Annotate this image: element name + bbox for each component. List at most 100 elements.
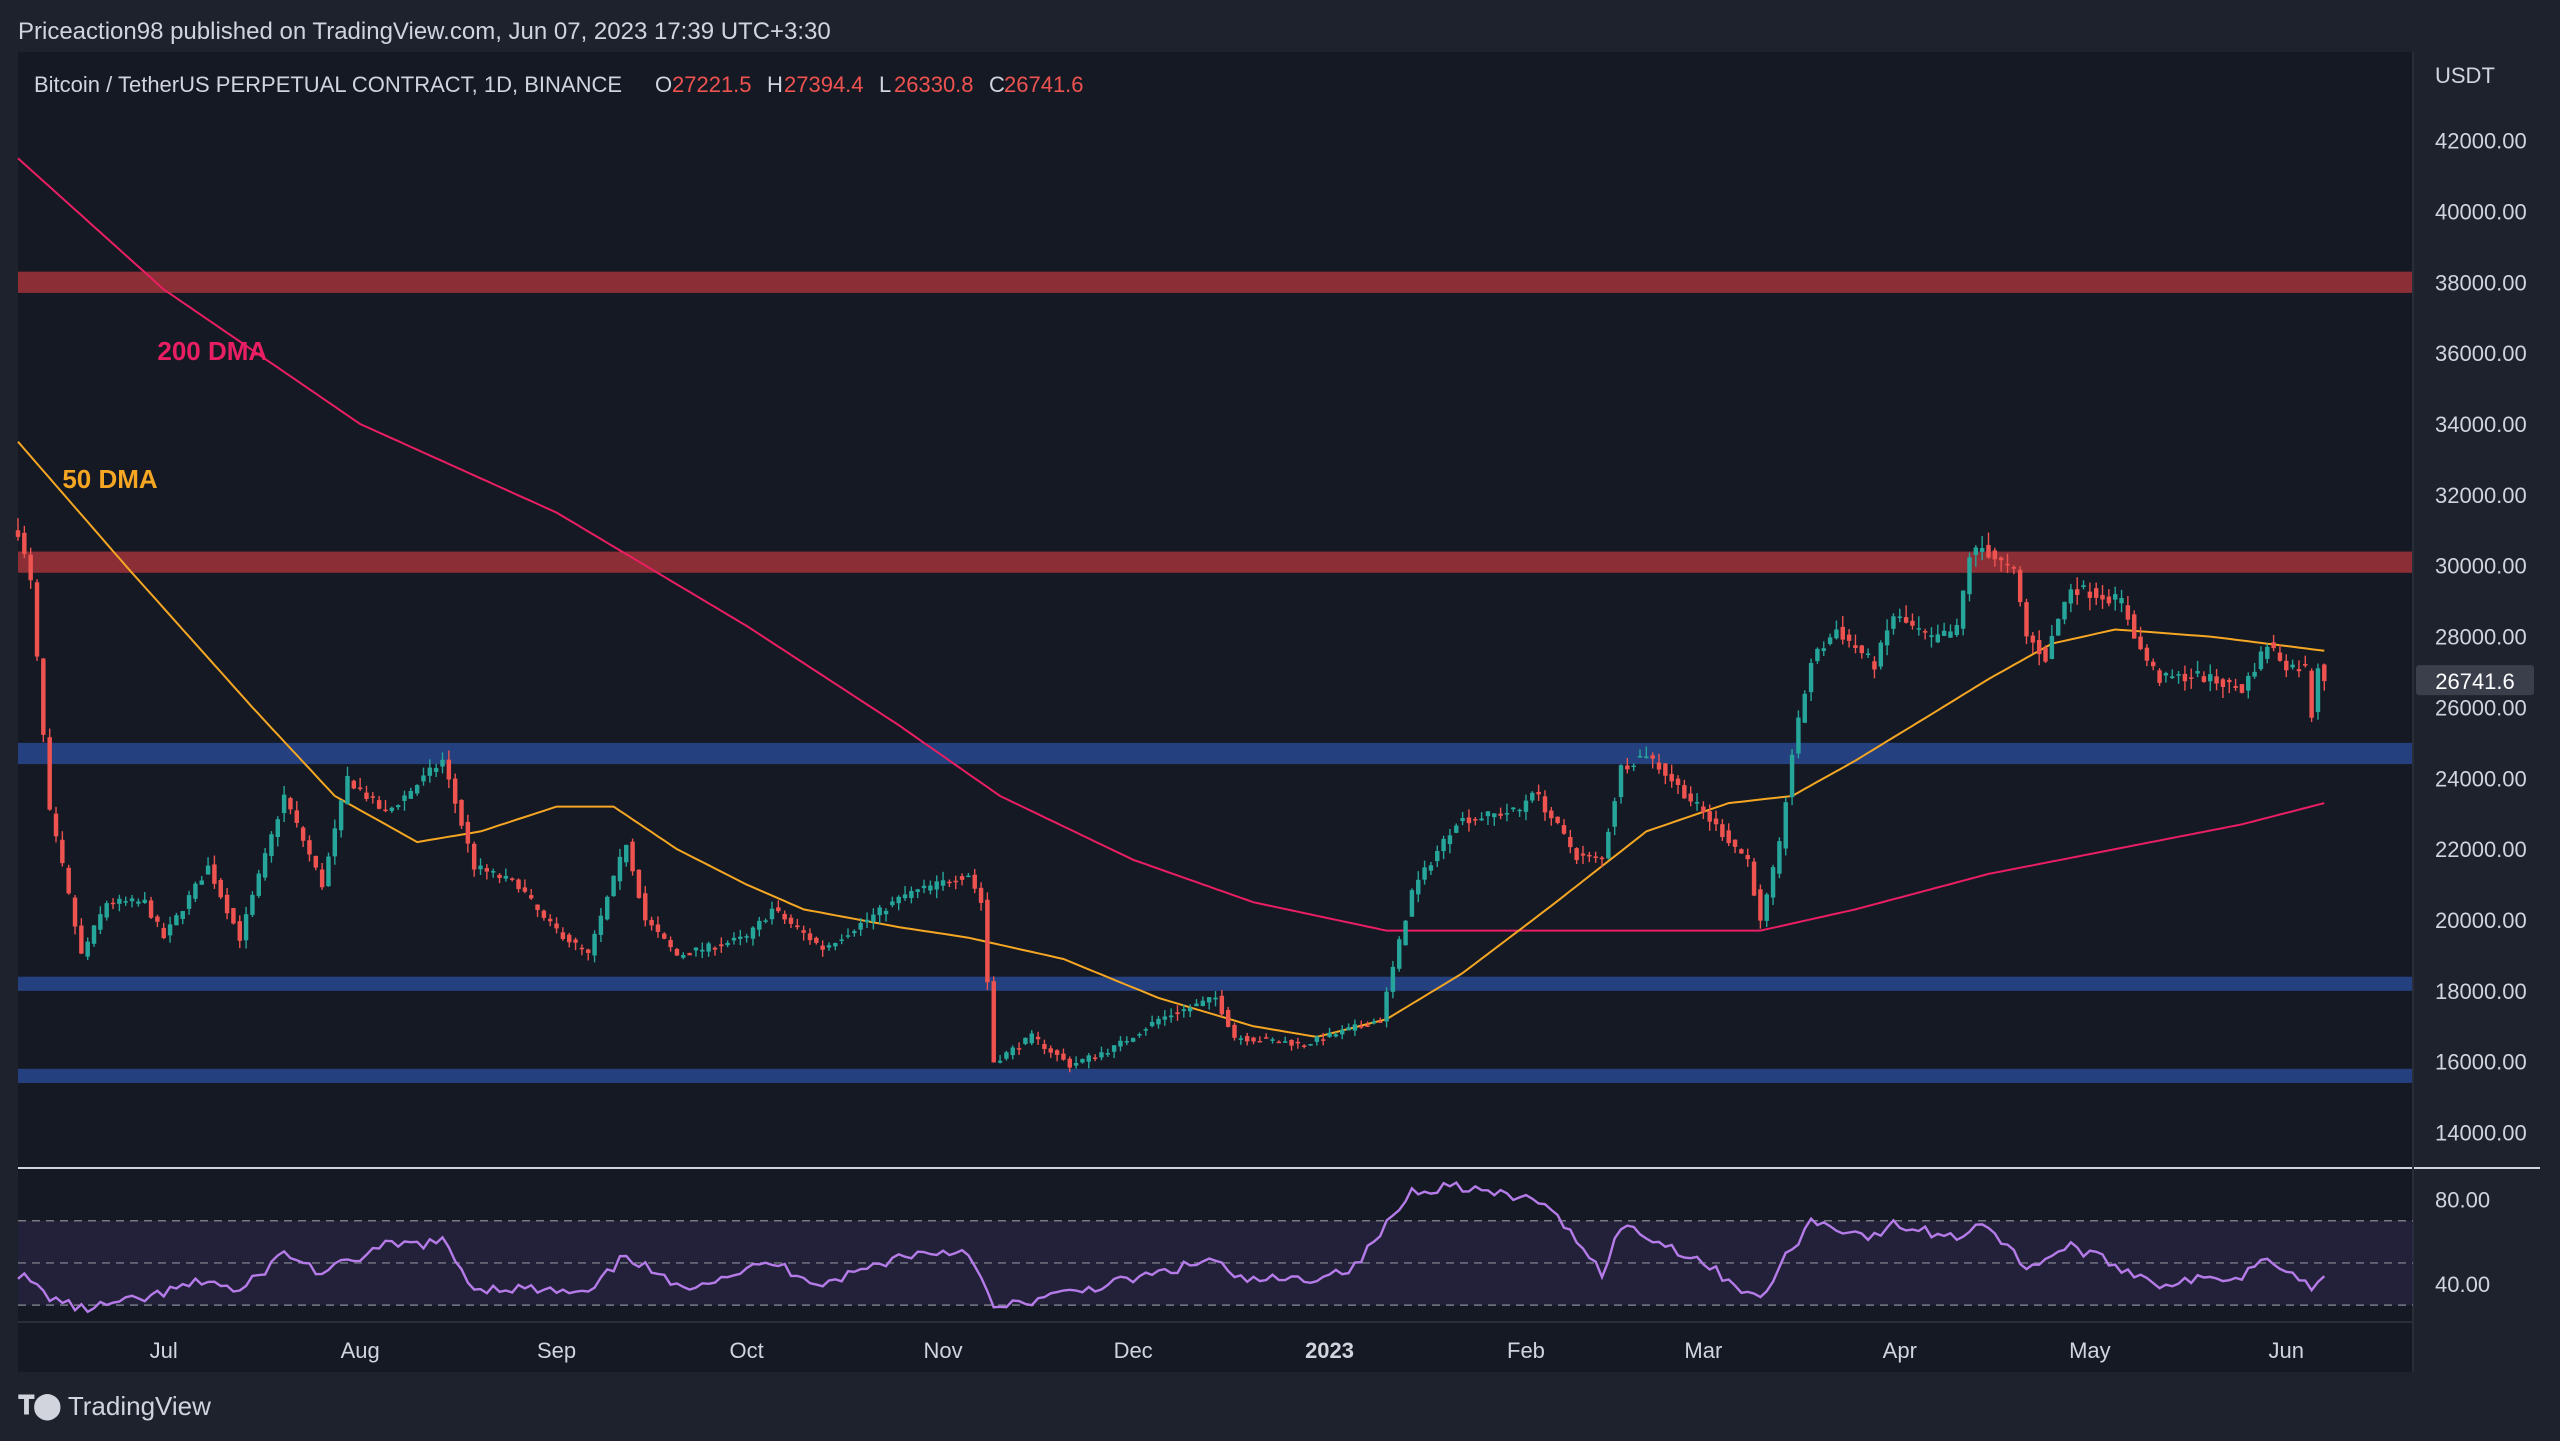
candle-body <box>1048 1048 1053 1053</box>
candle-body <box>598 915 604 935</box>
candle-272 <box>1739 848 1744 854</box>
candle-327 <box>2087 582 2093 611</box>
candle-body <box>1162 1016 1168 1020</box>
candle-body <box>250 894 255 915</box>
candle-body <box>1137 1034 1142 1036</box>
candle-body <box>319 869 325 888</box>
candle-body <box>605 896 610 920</box>
candle-body <box>2112 594 2118 600</box>
candle-304 <box>1941 622 1947 637</box>
ohlc-value-l: 26330.8 <box>894 72 974 97</box>
candle-body <box>1967 557 1972 595</box>
candle-260 <box>1663 762 1668 785</box>
candle-74 <box>484 864 490 880</box>
candle-body <box>1612 801 1617 827</box>
candle-body <box>1739 849 1744 854</box>
candle-306 <box>1954 618 1960 637</box>
candle-body <box>53 813 59 837</box>
candle-125 <box>807 928 813 945</box>
candle-body <box>1359 1026 1364 1028</box>
candle-body <box>1542 796 1548 813</box>
candle-198 <box>1270 1037 1275 1044</box>
candle-219 <box>1403 919 1408 946</box>
candle-body <box>1821 648 1826 652</box>
candle-body <box>2125 605 2131 620</box>
last-price-marker: 26741.6 <box>2416 665 2534 696</box>
support-zone-3 <box>18 976 2413 991</box>
candle-body <box>60 839 65 864</box>
candle-body <box>1054 1050 1060 1055</box>
candle-body <box>1143 1029 1149 1031</box>
candle-218 <box>1397 936 1402 972</box>
symbol-line[interactable]: Bitcoin / TetherUS PERPETUAL CONTRACT, 1… <box>34 72 622 97</box>
candle-body <box>959 876 965 880</box>
candle-50 <box>332 819 338 865</box>
candle-300 <box>1916 616 1922 636</box>
candle-343 <box>2189 668 2194 689</box>
candle-315 <box>2011 565 2017 575</box>
candle-body <box>2322 664 2327 682</box>
candle-118 <box>763 918 768 924</box>
candle-39 <box>262 847 268 881</box>
candle-body <box>1466 817 1472 824</box>
candle-body <box>357 787 363 790</box>
candle-body <box>2017 569 2023 603</box>
candle-326 <box>2081 580 2086 590</box>
candle-3 <box>34 579 40 661</box>
candle-body <box>915 889 920 892</box>
candle-body <box>1263 1037 1269 1039</box>
candle-body <box>1194 1003 1199 1007</box>
candle-body <box>1352 1024 1358 1031</box>
candle-body <box>1517 809 1522 812</box>
candle-69 <box>452 773 458 814</box>
candle-body <box>649 919 654 926</box>
resistance-zone-0 <box>18 271 2413 293</box>
candle-235 <box>1504 803 1510 822</box>
time-axis[interactable]: Jul Aug Sep Oct Nov Dec 2023 Feb Mar Apr May Jun <box>150 1338 2304 1363</box>
candle-75 <box>490 868 496 878</box>
ohlc-value-c: 26741.6 <box>1004 72 1084 97</box>
candle-body <box>1378 1021 1383 1023</box>
candle-body <box>110 902 116 905</box>
candle-body <box>91 925 97 944</box>
candle-body <box>1390 966 1396 992</box>
candle-156 <box>1004 1050 1009 1061</box>
tradingview-logo-icon: 𝐓⬤ <box>18 1390 62 1420</box>
ohlc-readout: O 27221.5 H 27394.4 L 26330.8 C 26741.6 <box>655 72 1084 97</box>
candle-body <box>883 910 889 915</box>
candle-body <box>1238 1038 1244 1040</box>
candle-body <box>1631 765 1636 768</box>
candle-body <box>1029 1033 1034 1044</box>
candle-314 <box>2005 553 2010 573</box>
candle-body <box>1523 800 1529 812</box>
candle-body <box>389 807 395 811</box>
candle-301 <box>1922 628 1928 640</box>
candle-165 <box>1061 1048 1066 1061</box>
candle-176 <box>1130 1037 1136 1043</box>
candle-292 <box>1865 648 1871 659</box>
candle-143 <box>921 879 927 894</box>
candle-221 <box>1416 871 1421 903</box>
candle-199 <box>1276 1040 1282 1044</box>
candle-157 <box>1010 1045 1015 1060</box>
candle-134 <box>864 912 870 929</box>
candle-341 <box>2176 670 2181 684</box>
candle-body <box>2062 601 2067 620</box>
candle-135 <box>871 908 876 930</box>
candle-body <box>573 939 578 943</box>
tradingview-logo[interactable]: 𝐓⬤ TradingView <box>18 1390 211 1422</box>
candle-body <box>465 821 471 844</box>
candle-98 <box>636 869 642 899</box>
candle-78 <box>509 877 515 882</box>
candle-body <box>205 865 211 875</box>
brand-name: TradingView <box>67 1390 211 1421</box>
price-tick-label: 18000.00 <box>2435 979 2527 1004</box>
candle-242 <box>1549 806 1554 826</box>
candle-body <box>370 796 376 798</box>
candle-337 <box>2151 658 2156 671</box>
candle-body <box>1929 635 1934 637</box>
candle-303 <box>1935 624 1941 644</box>
candle-body <box>940 880 946 886</box>
price-axis[interactable]: 14000.00 16000.00 18000.00 20000.00 22000.00… <box>2435 129 2527 1146</box>
